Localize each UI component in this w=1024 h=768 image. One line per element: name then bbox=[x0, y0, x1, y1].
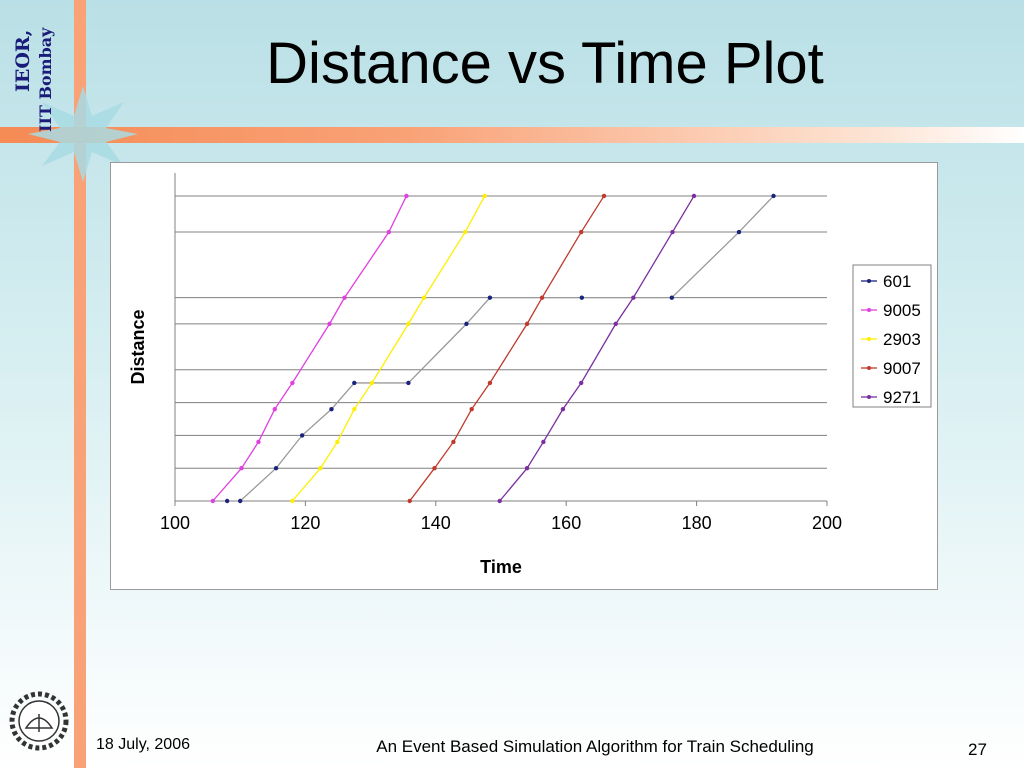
point-9007-8 bbox=[601, 193, 607, 199]
point-2903-6 bbox=[421, 295, 427, 300]
x-tick-label-200: 200 bbox=[812, 513, 842, 533]
point-9005-4 bbox=[290, 380, 295, 386]
legend-marker-601 bbox=[867, 279, 871, 283]
point-2903-8 bbox=[482, 193, 487, 199]
point-2903-4 bbox=[369, 380, 375, 386]
point-2903-2 bbox=[335, 439, 340, 445]
point-601-12 bbox=[771, 193, 776, 199]
legend-label-9005: 9005 bbox=[883, 301, 921, 320]
point-9007-4 bbox=[487, 380, 493, 386]
point-601-7 bbox=[464, 321, 469, 327]
point-601-11 bbox=[736, 229, 742, 235]
page-number: 27 bbox=[968, 740, 987, 759]
x-tick-label-160: 160 bbox=[551, 513, 581, 533]
distance-time-chart: 100 120 140 160 180 200 Time Distance 601 9005 290… bbox=[128, 173, 932, 577]
legend-label-9271: 9271 bbox=[883, 388, 921, 407]
series-line-2903 bbox=[291, 195, 486, 502]
point-9005-8 bbox=[404, 193, 409, 199]
point-9005-5 bbox=[327, 321, 332, 327]
legend-box bbox=[852, 264, 932, 408]
legend-label-2903: 2903 bbox=[883, 330, 921, 349]
footer-caption: An Event Based Simulation Algorithm for … bbox=[376, 737, 814, 756]
x-axis-label: Time bbox=[480, 557, 522, 577]
legend-marker-9005 bbox=[867, 308, 871, 312]
point-9271-7 bbox=[670, 229, 675, 235]
point-9271-4 bbox=[578, 380, 584, 386]
legend-marker-9007 bbox=[867, 366, 871, 370]
point-9005-6 bbox=[342, 295, 347, 300]
footer-date: 18 July, 2006 bbox=[96, 736, 190, 753]
point-601-10 bbox=[669, 295, 675, 300]
point-9007-6 bbox=[539, 295, 545, 300]
point-9007-3 bbox=[469, 406, 474, 412]
point-2903-5 bbox=[406, 321, 411, 327]
point-601-8 bbox=[487, 295, 493, 300]
title-underline-bar bbox=[0, 127, 1024, 143]
series-line-9005 bbox=[212, 195, 408, 502]
series-line-9271 bbox=[499, 195, 695, 502]
point-9007-2 bbox=[451, 439, 456, 445]
point-9271-8 bbox=[691, 193, 697, 199]
x-tick-label-140: 140 bbox=[421, 513, 451, 533]
y-axis-label: Distance bbox=[128, 309, 148, 384]
x-tick-label-120: 120 bbox=[290, 513, 320, 533]
point-9005-3 bbox=[272, 406, 277, 412]
institute-emblem-icon bbox=[9, 691, 69, 751]
point-9271-6 bbox=[631, 295, 636, 300]
point-9271-2 bbox=[541, 439, 546, 445]
logo-line-2: IIT Bombay bbox=[36, 27, 55, 132]
legend-label-601: 601 bbox=[883, 272, 911, 291]
point-9005-0 bbox=[210, 498, 216, 504]
accent-side-bar bbox=[74, 0, 86, 768]
point-601-6 bbox=[406, 380, 411, 386]
point-601-1 bbox=[238, 498, 243, 504]
chart-area: 100 120 140 160 180 200 Time Distance 601 9005 290… bbox=[110, 162, 938, 590]
institute-logo-text: IEOR, IIT Bombay bbox=[12, 6, 72, 136]
point-9007-0 bbox=[407, 498, 412, 504]
point-9007-1 bbox=[432, 466, 437, 471]
point-9271-1 bbox=[524, 466, 530, 471]
starburst-decoration bbox=[28, 86, 138, 182]
legend-label-9007: 9007 bbox=[883, 359, 921, 378]
slide-title: Distance vs Time Plot bbox=[266, 31, 824, 96]
legend-marker-2903 bbox=[867, 337, 871, 341]
point-9007-5 bbox=[524, 321, 530, 327]
logo-line-1: IEOR, bbox=[12, 29, 34, 92]
series-line-9007 bbox=[409, 195, 605, 502]
point-601-2 bbox=[273, 466, 279, 471]
point-9005-2 bbox=[256, 439, 261, 445]
legend-marker-9271 bbox=[867, 395, 871, 399]
point-601-0 bbox=[224, 498, 230, 504]
x-tick-label-100: 100 bbox=[160, 513, 190, 533]
series-line-601 bbox=[227, 195, 775, 502]
point-2903-3 bbox=[352, 406, 357, 412]
point-601-9 bbox=[579, 295, 585, 300]
point-601-5 bbox=[352, 380, 357, 386]
point-9005-7 bbox=[386, 229, 392, 235]
point-9271-5 bbox=[613, 321, 618, 327]
point-601-4 bbox=[329, 406, 334, 412]
point-9005-1 bbox=[239, 466, 244, 471]
point-9271-0 bbox=[497, 498, 502, 504]
point-2903-1 bbox=[318, 466, 323, 471]
point-2903-0 bbox=[290, 498, 295, 504]
point-601-3 bbox=[299, 433, 305, 438]
point-2903-7 bbox=[462, 229, 468, 235]
x-tick-label-180: 180 bbox=[682, 513, 712, 533]
point-9271-3 bbox=[560, 406, 566, 412]
point-9007-7 bbox=[578, 229, 584, 235]
